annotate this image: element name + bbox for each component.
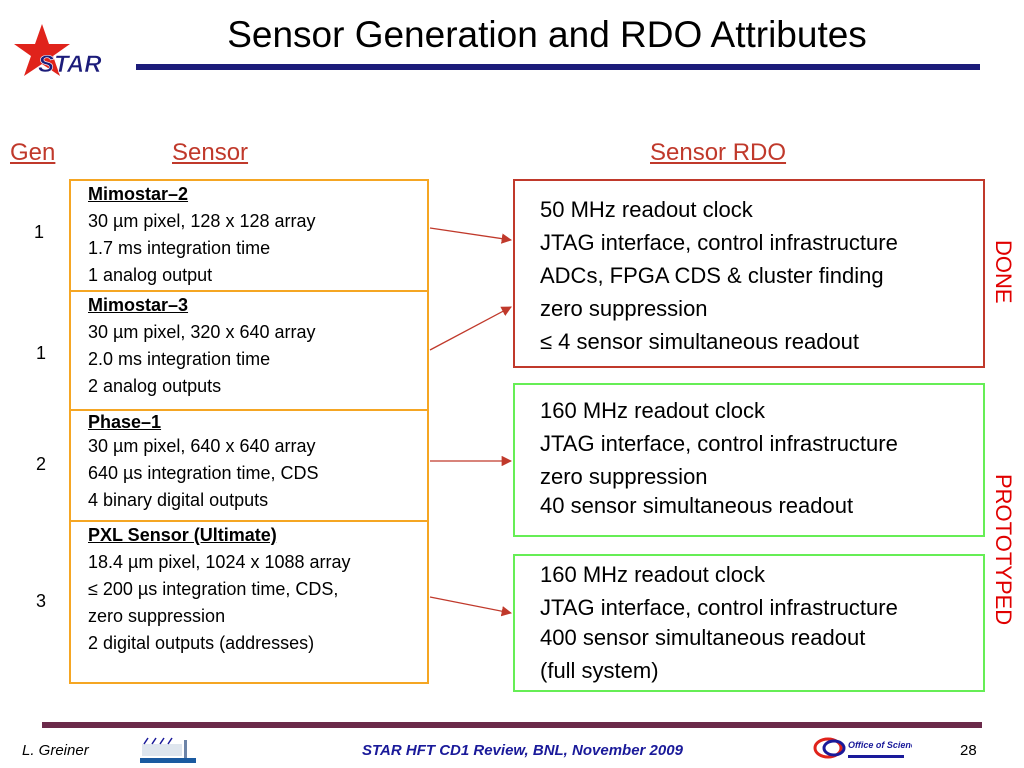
footer-author: L. Greiner [22,742,89,759]
status-prototyped: PROTOTYPED [991,474,1016,626]
gen-number: 2 [36,454,47,474]
sensor-box-mimostar2: Mimostar–2 30 µm pixel, 128 x 128 array … [69,179,429,292]
rdo-spec: zero suppression [540,464,708,489]
red-star-icon [14,24,70,76]
gen-number: 1 [34,222,45,242]
arrow-pxl-to-rdo [429,596,513,617]
rdo-box-gen3: 160 MHz readout clock JTAG interface, co… [513,554,985,692]
office-of-science-logo: Office of Science [813,737,912,759]
star-logo: STAR [14,24,103,78]
sensor-spec: 30 µm pixel, 640 x 640 array [88,436,316,456]
sensor-spec: ≤ 200 µs integration time, CDS, [88,579,339,599]
sensor-box-phase1: Phase–1 30 µm pixel, 640 x 640 array 640… [69,409,429,522]
sensor-spec: 2.0 ms integration time [88,349,271,369]
gen-number: 1 [36,343,47,363]
sensor-spec: 30 µm pixel, 128 x 128 array [88,211,316,231]
rdo-spec: JTAG interface, control infrastructure [540,595,898,620]
rdo-spec: 160 MHz readout clock [540,562,765,587]
status-done: DONE [991,240,1016,304]
rdo-spec: ADCs, FPGA CDS & cluster finding [540,263,884,288]
header-sensor-rdo: Sensor RDO [650,139,787,166]
header-gen: Gen [10,139,56,166]
rdo-spec: 160 MHz readout clock [540,398,765,423]
sensor-box-pxl: PXL Sensor (Ultimate) 18.4 µm pixel, 102… [69,520,429,684]
rdo-spec: zero suppression [540,296,708,321]
rdo-box-gen1: 50 MHz readout clock JTAG interface, con… [513,179,985,368]
slide-title: Sensor Generation and RDO Attributes [227,14,867,55]
arrow-mimostar2-to-rdo [429,227,513,244]
gen-number: 3 [36,591,47,611]
sensor-spec: 2 analog outputs [88,376,222,396]
page-number: 28 [960,742,977,759]
header-sensor: Sensor [172,139,249,166]
sensor-name: Phase–1 [88,412,162,432]
rdo-spec: 40 sensor simultaneous readout [540,493,854,518]
sensor-name: PXL Sensor (Ultimate) [88,525,277,545]
bnl-logo [140,737,196,763]
sensor-spec: 1.7 ms integration time [88,238,271,258]
rdo-spec: 400 sensor simultaneous readout [540,625,866,650]
rdo-spec: 50 MHz readout clock [540,197,753,222]
sensor-spec: zero suppression [88,606,226,626]
sensor-spec: 1 analog output [88,265,213,285]
rdo-spec: (full system) [540,658,659,683]
rdo-spec: ≤ 4 sensor simultaneous readout [540,329,860,354]
office-logo-text: Office of Science [848,740,912,750]
rdo-box-gen2: 160 MHz readout clock JTAG interface, co… [513,383,985,537]
sensor-name: Mimostar–3 [88,295,189,315]
title-divider [136,64,980,70]
footer-divider [42,722,982,728]
sensor-spec: 4 binary digital outputs [88,490,269,510]
sensor-name: Mimostar–2 [88,184,189,204]
sensor-spec: 640 µs integration time, CDS [88,463,319,483]
sensor-spec: 2 digital outputs (addresses) [88,633,315,653]
footer-event: STAR HFT CD1 Review, BNL, November 2009 [362,742,683,759]
star-logo-text: STAR [38,51,102,78]
rdo-spec: JTAG interface, control infrastructure [540,230,898,255]
sensor-spec: 18.4 µm pixel, 1024 x 1088 array [88,552,351,572]
sensor-spec: 30 µm pixel, 320 x 640 array [88,322,316,342]
rdo-spec: JTAG interface, control infrastructure [540,431,898,456]
arrow-mimostar3-to-rdo [429,306,512,351]
